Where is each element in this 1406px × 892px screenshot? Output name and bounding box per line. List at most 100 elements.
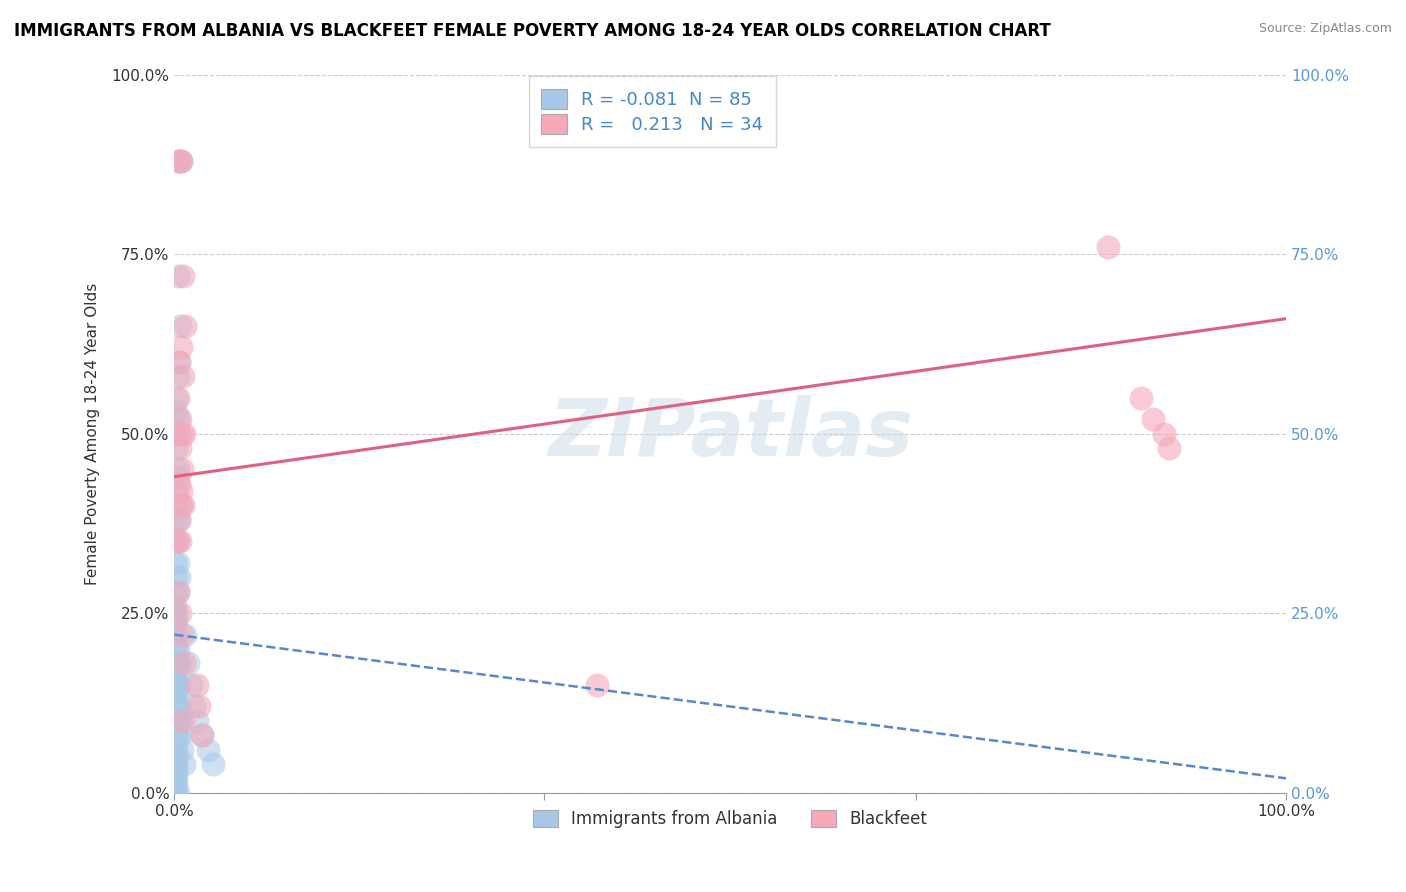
Point — [165, 613, 187, 627]
Point — [172, 714, 194, 728]
Point — [1130, 391, 1153, 405]
Point — [166, 556, 188, 570]
Point — [173, 426, 195, 441]
Point — [170, 340, 193, 354]
Point — [167, 153, 190, 168]
Text: Source: ZipAtlas.com: Source: ZipAtlas.com — [1258, 22, 1392, 36]
Point — [165, 628, 187, 642]
Point — [166, 268, 188, 283]
Point — [202, 756, 225, 771]
Point — [191, 728, 214, 742]
Point — [166, 657, 188, 671]
Point — [170, 153, 193, 168]
Point — [165, 678, 187, 692]
Point — [585, 678, 607, 692]
Point — [166, 728, 188, 742]
Point — [173, 756, 195, 771]
Point — [166, 462, 188, 476]
Point — [166, 606, 188, 620]
Point — [166, 391, 188, 405]
Point — [165, 606, 187, 620]
Point — [170, 728, 193, 742]
Point — [166, 584, 188, 599]
Point — [166, 764, 188, 778]
Point — [166, 772, 188, 786]
Point — [166, 786, 188, 800]
Y-axis label: Female Poverty Among 18-24 Year Olds: Female Poverty Among 18-24 Year Olds — [86, 283, 100, 585]
Point — [166, 534, 188, 549]
Point — [166, 728, 188, 742]
Point — [169, 499, 191, 513]
Point — [166, 657, 188, 671]
Point — [166, 483, 188, 498]
Point — [165, 742, 187, 756]
Point — [174, 628, 197, 642]
Point — [166, 685, 188, 699]
Point — [176, 657, 198, 671]
Point — [166, 613, 188, 627]
Point — [167, 153, 190, 168]
Text: ZIPatlas: ZIPatlas — [547, 394, 912, 473]
Point — [173, 657, 195, 671]
Point — [166, 369, 188, 384]
Point — [169, 606, 191, 620]
Point — [166, 405, 188, 419]
Point — [166, 584, 188, 599]
Point — [167, 355, 190, 369]
Point — [165, 556, 187, 570]
Point — [169, 534, 191, 549]
Point — [1097, 240, 1119, 254]
Point — [166, 756, 188, 771]
Point — [197, 742, 219, 756]
Point — [165, 779, 187, 793]
Point — [172, 499, 194, 513]
Point — [167, 426, 190, 441]
Point — [180, 678, 202, 692]
Legend: Immigrants from Albania, Blackfeet: Immigrants from Albania, Blackfeet — [526, 803, 934, 835]
Point — [167, 513, 190, 527]
Point — [170, 153, 193, 168]
Point — [165, 599, 187, 613]
Point — [166, 534, 188, 549]
Point — [167, 513, 190, 527]
Point — [166, 412, 188, 426]
Point — [167, 699, 190, 714]
Point — [169, 441, 191, 455]
Point — [170, 462, 193, 476]
Point — [166, 714, 188, 728]
Point — [166, 699, 188, 714]
Point — [165, 499, 187, 513]
Point — [165, 534, 187, 549]
Point — [165, 642, 187, 657]
Point — [172, 369, 194, 384]
Point — [165, 786, 187, 800]
Point — [170, 483, 193, 498]
Point — [166, 391, 188, 405]
Point — [165, 699, 187, 714]
Point — [1153, 426, 1175, 441]
Point — [186, 678, 208, 692]
Point — [166, 584, 188, 599]
Point — [167, 657, 190, 671]
Point — [169, 412, 191, 426]
Point — [165, 749, 187, 764]
Point — [166, 742, 188, 756]
Point — [166, 779, 188, 793]
Point — [170, 499, 193, 513]
Point — [166, 441, 188, 455]
Point — [1142, 412, 1164, 426]
Point — [166, 699, 188, 714]
Point — [191, 728, 214, 742]
Point — [166, 642, 188, 657]
Point — [167, 570, 190, 584]
Text: IMMIGRANTS FROM ALBANIA VS BLACKFEET FEMALE POVERTY AMONG 18-24 YEAR OLDS CORREL: IMMIGRANTS FROM ALBANIA VS BLACKFEET FEM… — [14, 22, 1050, 40]
Point — [167, 355, 190, 369]
Point — [174, 318, 197, 333]
Point — [165, 671, 187, 685]
Point — [165, 756, 187, 771]
Point — [166, 678, 188, 692]
Point — [165, 426, 187, 441]
Point — [169, 318, 191, 333]
Point — [166, 749, 188, 764]
Point — [165, 657, 187, 671]
